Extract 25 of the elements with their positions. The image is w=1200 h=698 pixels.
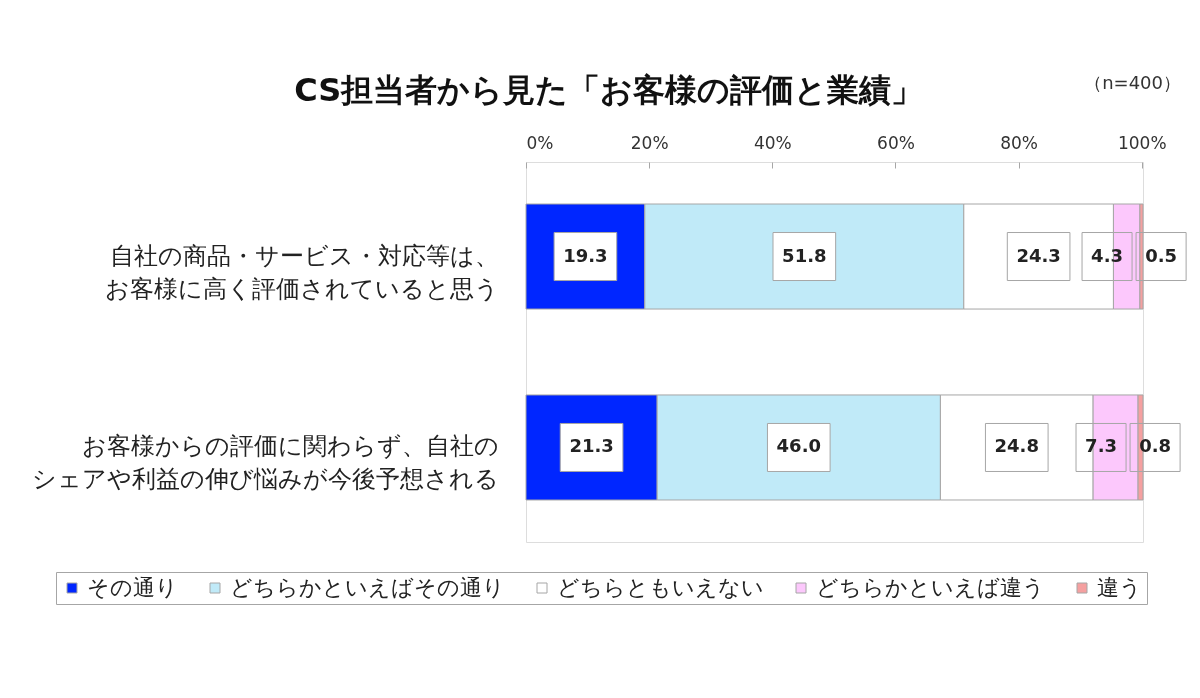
x-tick-label: 20% bbox=[630, 132, 669, 153]
text: （n=400） bbox=[1084, 72, 1181, 93]
chart-title: CS担当者から見た「お客様の評価と業績」 bbox=[294, 71, 924, 109]
x-tick-label: 100% bbox=[1117, 132, 1167, 153]
data-label: 51.8 bbox=[782, 244, 827, 266]
data-label: 24.3 bbox=[1016, 244, 1061, 266]
data-label: 46.0 bbox=[776, 435, 821, 457]
x-tick-label: 80% bbox=[1000, 132, 1039, 153]
data-label: 7.3 bbox=[1085, 435, 1117, 457]
legend-label: 違う bbox=[1097, 575, 1142, 600]
data-label: 21.3 bbox=[569, 435, 614, 457]
data-label: 0.8 bbox=[1139, 435, 1172, 457]
x-tick-label: 60% bbox=[877, 132, 915, 153]
legend-label: どちらかといえば違う bbox=[816, 575, 1045, 600]
x-tick-label: 40% bbox=[753, 132, 792, 153]
x-tick-label: 0% bbox=[526, 132, 554, 153]
data-label: 4.3 bbox=[1091, 244, 1123, 266]
y-tick-label: 自社の商品・サービス・対応等は、お客様に高く評価されていると思う bbox=[104, 241, 499, 303]
data-label: 24.8 bbox=[994, 435, 1039, 457]
legend-label: どちらかといえばその通り bbox=[230, 575, 505, 600]
data-label: 0.5 bbox=[1145, 244, 1178, 266]
data-label: 19.3 bbox=[563, 244, 608, 266]
legend-label: その通り bbox=[87, 575, 178, 600]
y-tick-label: お客様からの評価に関わらず、自社のシェアや利益の伸び悩みが今後予想される bbox=[31, 432, 499, 494]
legend-label: どちらともいえない bbox=[557, 575, 764, 600]
